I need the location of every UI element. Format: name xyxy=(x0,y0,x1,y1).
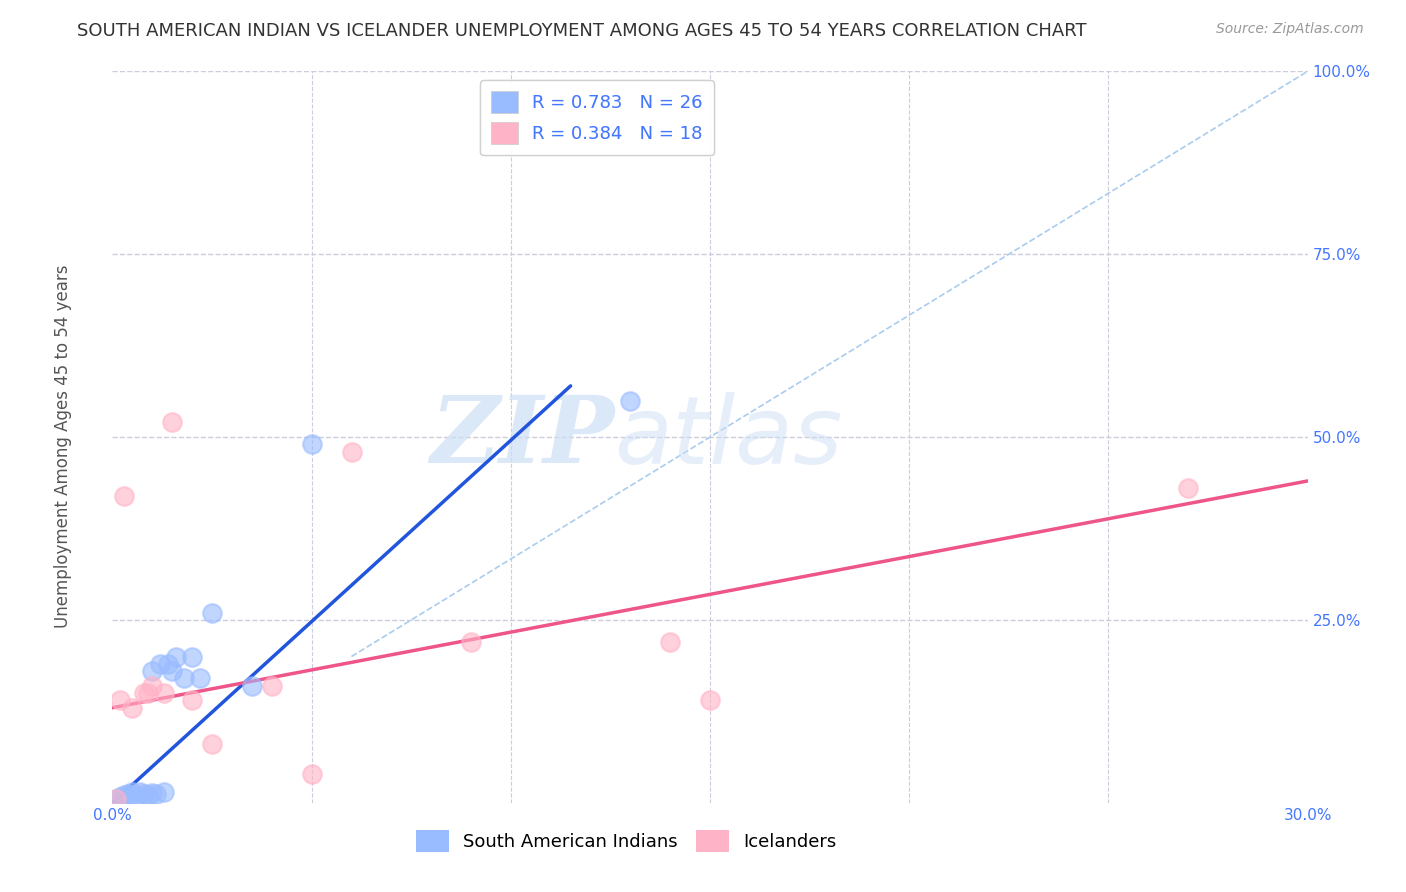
Point xyxy=(145,787,167,801)
Point xyxy=(240,679,263,693)
Point xyxy=(117,787,139,801)
Point xyxy=(141,664,163,678)
Point xyxy=(188,672,211,686)
Point xyxy=(153,686,176,700)
Point xyxy=(114,791,135,805)
Point xyxy=(181,693,204,707)
Point xyxy=(114,789,135,803)
Point xyxy=(1177,481,1199,495)
Point xyxy=(121,700,143,714)
Point xyxy=(301,766,323,780)
Point xyxy=(181,649,204,664)
Point xyxy=(153,785,176,799)
Point xyxy=(121,789,143,803)
Point xyxy=(110,693,132,707)
Point xyxy=(129,785,152,799)
Point xyxy=(105,792,128,806)
Point xyxy=(110,789,132,804)
Text: ZIP: ZIP xyxy=(430,392,614,482)
Point xyxy=(114,489,135,503)
Point xyxy=(157,657,180,671)
Point xyxy=(201,606,224,620)
Point xyxy=(699,693,721,707)
Point xyxy=(141,679,163,693)
Point xyxy=(340,444,363,458)
Point xyxy=(149,657,172,671)
Point xyxy=(121,785,143,799)
Point xyxy=(301,437,323,451)
Point xyxy=(460,635,482,649)
Point xyxy=(105,792,128,806)
Legend: R = 0.783   N = 26, R = 0.384   N = 18: R = 0.783 N = 26, R = 0.384 N = 18 xyxy=(479,80,714,155)
Text: Unemployment Among Ages 45 to 54 years: Unemployment Among Ages 45 to 54 years xyxy=(55,264,72,628)
Point xyxy=(659,635,682,649)
Text: SOUTH AMERICAN INDIAN VS ICELANDER UNEMPLOYMENT AMONG AGES 45 TO 54 YEARS CORREL: SOUTH AMERICAN INDIAN VS ICELANDER UNEMP… xyxy=(77,22,1087,40)
Point xyxy=(260,679,283,693)
Point xyxy=(125,789,148,804)
Point xyxy=(134,686,156,700)
Point xyxy=(173,672,195,686)
Point xyxy=(619,393,641,408)
Point xyxy=(165,649,187,664)
Point xyxy=(162,416,183,430)
Point xyxy=(134,787,156,801)
Point xyxy=(162,664,183,678)
Point xyxy=(141,786,163,800)
Point xyxy=(138,686,160,700)
Text: atlas: atlas xyxy=(614,392,842,483)
Point xyxy=(138,789,160,803)
Text: Source: ZipAtlas.com: Source: ZipAtlas.com xyxy=(1216,22,1364,37)
Point xyxy=(201,737,224,751)
